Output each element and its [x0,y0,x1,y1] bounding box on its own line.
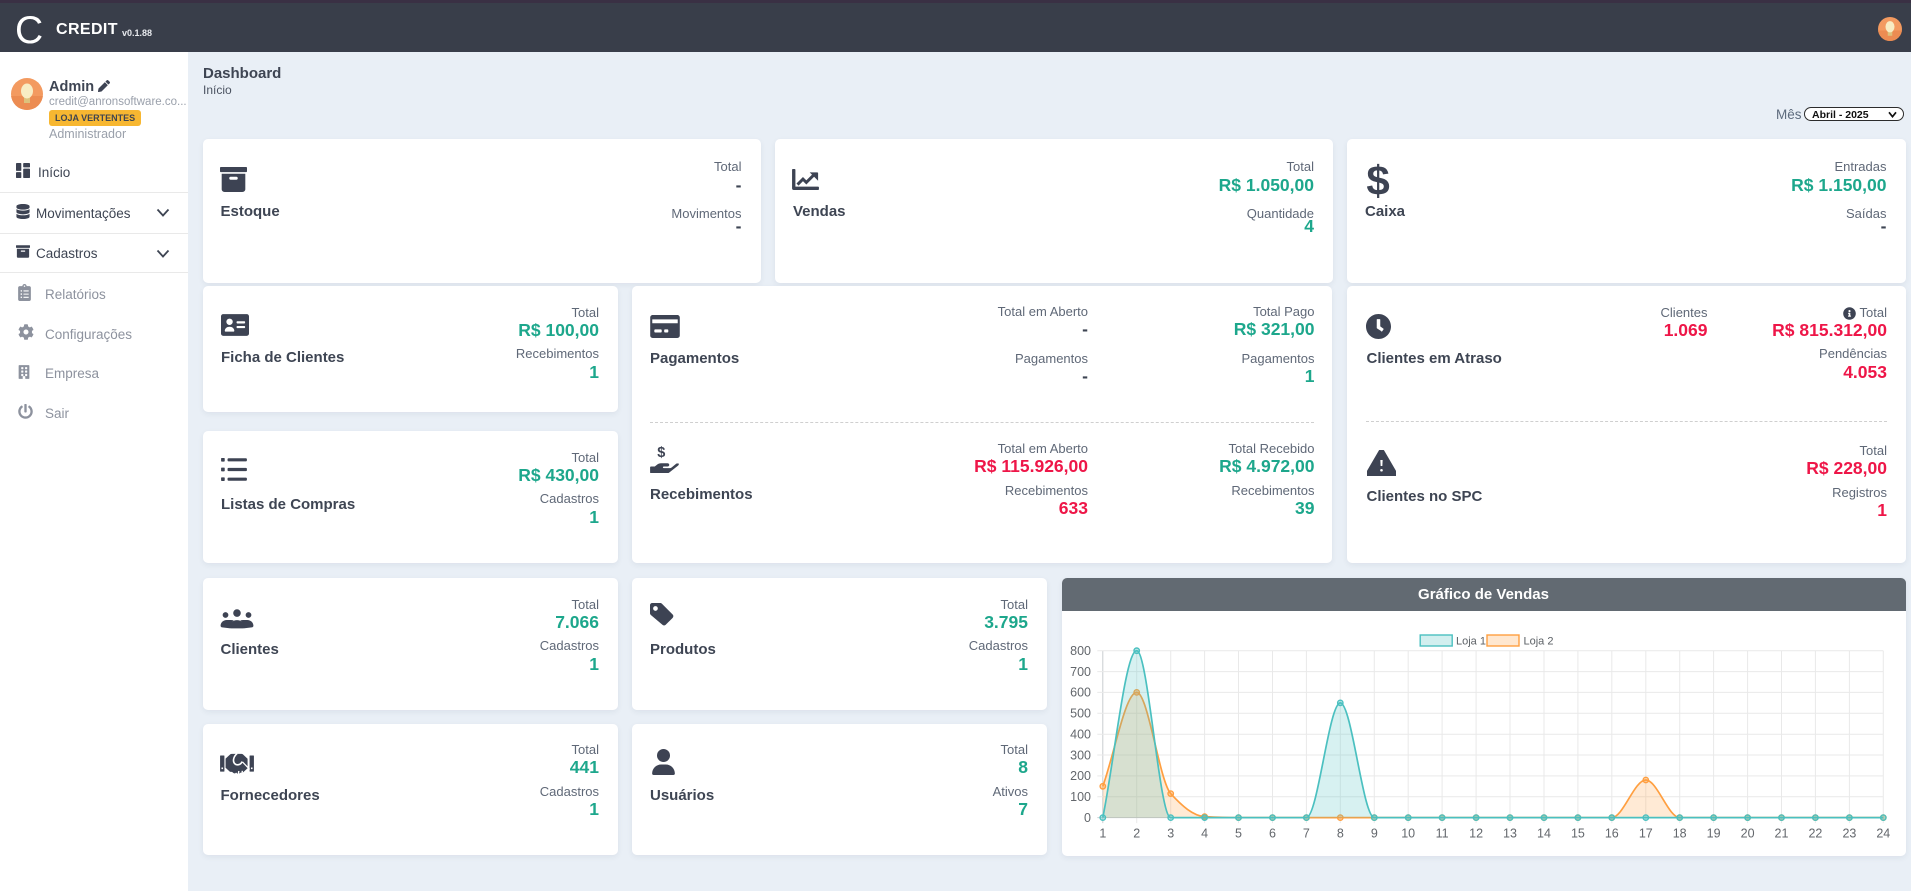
svg-text:20: 20 [1740,827,1754,841]
svg-text:1: 1 [1099,827,1106,841]
svg-text:23: 23 [1842,827,1856,841]
svg-text:0: 0 [1084,811,1091,825]
svg-text:14: 14 [1537,827,1551,841]
svg-text:15: 15 [1570,827,1584,841]
svg-text:6: 6 [1269,827,1276,841]
svg-text:8: 8 [1336,827,1343,841]
svg-text:600: 600 [1070,686,1091,700]
svg-text:5: 5 [1235,827,1242,841]
svg-text:24: 24 [1876,827,1890,841]
svg-text:Loja 1: Loja 1 [1456,636,1486,648]
svg-text:10: 10 [1401,827,1415,841]
svg-text:$: $ [657,445,665,461]
svg-text:300: 300 [1070,748,1091,762]
svg-text:800: 800 [1070,644,1091,658]
svg-text:21: 21 [1774,827,1788,841]
svg-text:17: 17 [1638,827,1652,841]
svg-text:4: 4 [1201,827,1208,841]
svg-text:19: 19 [1706,827,1720,841]
svg-text:13: 13 [1503,827,1517,841]
svg-text:100: 100 [1070,790,1091,804]
svg-text:Loja 2: Loja 2 [1523,636,1553,648]
svg-text:22: 22 [1808,827,1822,841]
svg-text:16: 16 [1604,827,1618,841]
svg-text:700: 700 [1070,665,1091,679]
svg-text:18: 18 [1672,827,1686,841]
svg-text:3: 3 [1167,827,1174,841]
svg-text:400: 400 [1070,728,1091,742]
svg-text:7: 7 [1302,827,1309,841]
svg-text:11: 11 [1435,827,1448,841]
svg-text:9: 9 [1370,827,1377,841]
svg-text:2: 2 [1133,827,1140,841]
svg-text:12: 12 [1469,827,1483,841]
svg-text:500: 500 [1070,707,1091,721]
svg-text:200: 200 [1070,769,1091,783]
